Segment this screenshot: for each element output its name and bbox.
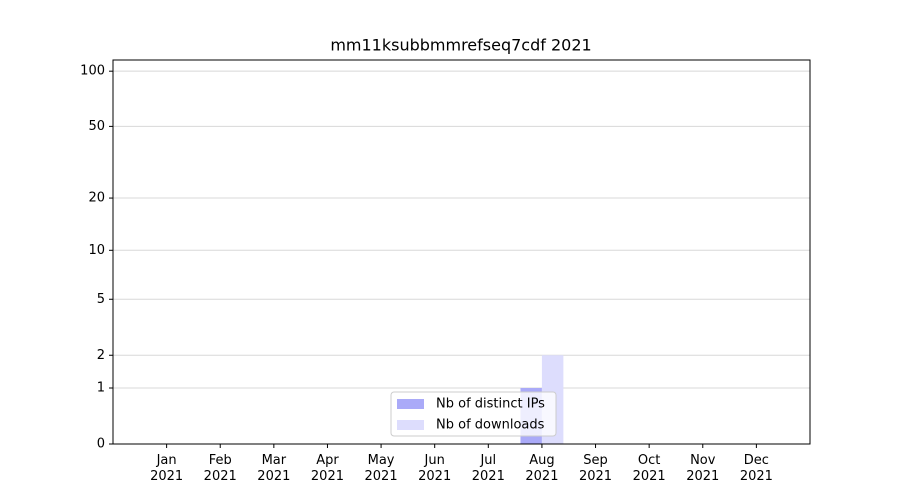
x-tick-label: Jun 2021	[418, 453, 452, 484]
x-tick-label: Sep 2021	[578, 453, 613, 484]
legend: Nb of distinct IPs Nb of downloads	[390, 391, 557, 437]
x-tick-label: Aug 2021	[525, 453, 559, 484]
y-tick-label: 5	[97, 292, 105, 307]
y-tick-label: 2	[97, 348, 105, 363]
x-tick-label: Jul 2021	[471, 453, 505, 484]
x-tick-label: Nov 2021	[686, 453, 720, 484]
y-tick-label: 1	[97, 381, 105, 396]
chart-title: mm11ksubbmmrefseq7cdf 2021	[330, 36, 591, 55]
legend-label: Nb of downloads	[436, 418, 545, 433]
x-tick-label: Apr 2021	[310, 453, 344, 484]
legend-label: Nb of distinct IPs	[436, 397, 545, 412]
x-tick-label: Oct 2021	[632, 453, 666, 484]
legend-box	[390, 391, 557, 437]
legend-swatch	[397, 399, 424, 409]
x-tick-label: Feb 2021	[203, 453, 237, 484]
x-tick-label: Mar 2021	[257, 453, 291, 484]
plot-frame	[112, 59, 811, 445]
y-tick-label: 100	[80, 64, 105, 79]
y-tick-label: 50	[88, 119, 105, 134]
x-tick-label: Dec 2021	[739, 453, 773, 484]
y-tick-label: 10	[88, 243, 105, 258]
x-tick-label: Jan 2021	[150, 453, 184, 484]
y-tick-label: 0	[97, 437, 105, 452]
x-tick-label: May 2021	[364, 453, 398, 484]
legend-swatch	[397, 420, 424, 430]
y-tick-label: 20	[88, 191, 105, 206]
